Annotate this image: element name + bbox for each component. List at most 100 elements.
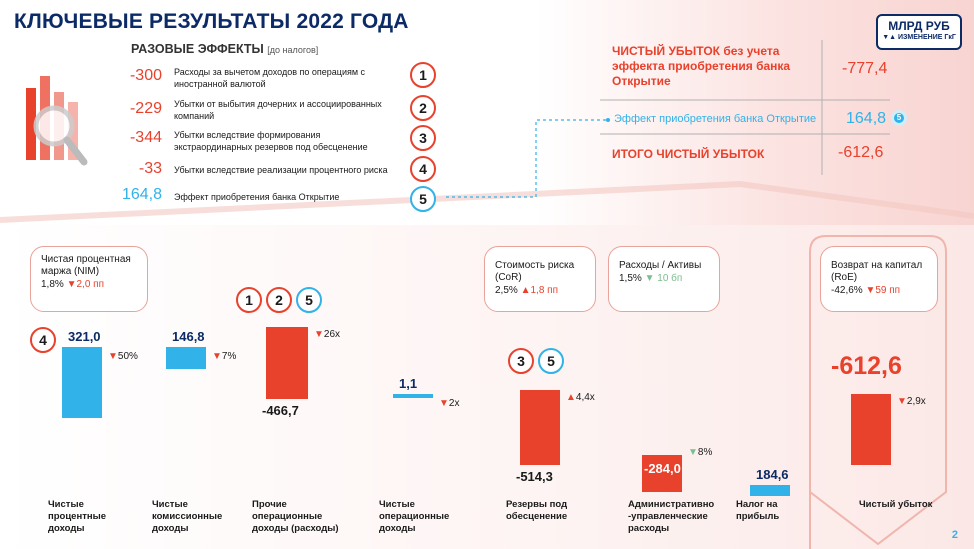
bar-value-label: 146,8 <box>172 329 205 344</box>
kpi-nim-name: Чистая процентная маржа (NIM) <box>41 254 131 277</box>
one-off-item: -300 Расходы за вычетом доходов по опера… <box>100 62 445 90</box>
effect-marker: 1 <box>236 287 262 313</box>
kpi-cor-box: Стоимость риска (CoR) 2,5% ▲1,8 пп <box>484 246 596 312</box>
chart-bar <box>851 394 891 466</box>
unit-label: МЛРД РУБ <box>888 19 950 33</box>
kpi-cti-name: Расходы / Активы <box>619 260 702 271</box>
kpi-roe-value: -42,6% <box>831 285 863 296</box>
one-off-text: Эффект приобретения банка Открытие <box>174 192 340 202</box>
effect-marker: 4 <box>410 156 436 182</box>
bar-change-label: ▲4,4x <box>566 392 595 403</box>
one-off-heading: РАЗОВЫЕ ЭФФЕКТЫ <box>131 42 264 56</box>
bar-change-value: 26x <box>323 329 341 340</box>
section-divider <box>0 180 974 223</box>
acquisition-effect-label: Эффект приобретения банка Открытие <box>614 113 817 125</box>
kpi-cor-name: Стоимость риска (CoR) <box>495 260 575 283</box>
unit-change-legend: ▼▲ ИЗМЕНЕНИЕ ГкГ <box>882 34 956 41</box>
one-off-title: РАЗОВЫЕ ЭФФЕКТЫ [до налогов] <box>131 42 318 56</box>
bar-value-label: 321,0 <box>68 329 101 344</box>
kpi-cor-change: ▲1,8 пп <box>520 285 558 296</box>
effect-marker: 1 <box>410 62 436 88</box>
bar-change-value: 2,9x <box>906 396 926 407</box>
category-label: Налог на прибыль <box>736 499 780 522</box>
category-label: Чистые операционные доходы <box>379 499 450 534</box>
net-loss-ex-label: ЧИСТЫЙ УБЫТОК без учета эффекта приобрет… <box>612 44 791 88</box>
magnifier-chart-icon <box>22 70 102 180</box>
bar-change-value: 4,4x <box>575 392 595 403</box>
kpi-cti-value-row: 1,5% ▼ 10 бп <box>619 273 709 285</box>
chart-bar <box>166 347 206 370</box>
total-net-loss-value: -612,6 <box>838 144 884 161</box>
bar-change-label: ▼7% <box>212 351 236 362</box>
net-loss-highlight <box>809 235 947 549</box>
bar-change-label: ▼26x <box>314 329 340 340</box>
bar-value-label: -612,6 <box>831 352 902 380</box>
chart-bar <box>266 327 308 400</box>
category-label: Прочие операционные доходы (расходы) <box>252 499 339 534</box>
kpi-nim-box: Чистая процентная маржа (NIM) 1,8% ▼2,0 … <box>30 246 148 312</box>
triangle-down-icon: ▼ <box>314 329 324 340</box>
chart-bar <box>642 455 682 492</box>
one-off-item: -33 Убытки вследствие реализации процент… <box>100 156 445 184</box>
bar-change-value: 50% <box>117 351 138 362</box>
bar-change-label: ▼50% <box>108 351 138 362</box>
kpi-nim-change: ▼2,0 пп <box>66 279 104 290</box>
effect-marker: 3 <box>508 348 534 374</box>
one-off-value: -344 <box>129 129 162 146</box>
kpi-nim-value-row: 1,8% ▼2,0 пп <box>41 279 137 291</box>
page-number: 2 <box>951 529 958 541</box>
one-off-value: -33 <box>138 160 162 177</box>
category-label: Чистый убыток <box>859 499 933 510</box>
kpi-roe-change: ▼59 пп <box>865 285 901 296</box>
bar-value-label: -514,3 <box>516 468 553 484</box>
effect-marker: 5 <box>891 110 907 126</box>
unit-badge: МЛРД РУБ ▼▲ ИЗМЕНЕНИЕ ГкГ <box>876 14 962 50</box>
one-off-text: Убытки вследствие формирования экстраорд… <box>174 130 368 152</box>
kpi-cti-change: ▼ 10 бп <box>644 273 683 284</box>
bar-change-label: ▼2x <box>439 398 459 409</box>
bar-change-value: 2x <box>448 398 460 409</box>
one-off-text: Расходы за вычетом доходов по операциям … <box>174 67 366 89</box>
effect-marker: 5 <box>410 186 436 212</box>
bar-value-label: -284,0 <box>644 461 681 476</box>
bar-change-label: ▼2,9x <box>897 396 926 407</box>
one-off-item: -344 Убытки вследствие формирования экст… <box>100 125 445 153</box>
bar-change-value: 8% <box>697 447 713 458</box>
triangle-down-icon: ▼ <box>212 351 222 362</box>
one-off-note: [до налогов] <box>267 45 319 55</box>
one-off-value: -300 <box>129 67 162 84</box>
effect-marker: 4 <box>30 327 56 353</box>
effect-marker: 5 <box>538 348 564 374</box>
kpi-cti-value: 1,5% <box>619 273 642 284</box>
chart-bar <box>62 347 102 418</box>
page-title: КЛЮЧЕВЫЕ РЕЗУЛЬТАТЫ 2022 ГОДА <box>14 10 409 33</box>
effect-marker: 5 <box>296 287 322 313</box>
net-loss-ex-value: -777,4 <box>842 60 888 77</box>
triangle-down-icon: ▼ <box>439 398 449 409</box>
category-label: Административно -управленческие расходы <box>628 499 715 534</box>
category-label: Чистые процентные доходы <box>48 499 106 534</box>
bar-value-label: 184,6 <box>756 467 789 482</box>
kpi-roe-name: Возврат на капитал (RoE) <box>831 260 923 283</box>
kpi-cor-value: 2,5% <box>495 285 518 296</box>
kpi-cor-value-row: 2,5% ▲1,8 пп <box>495 285 585 297</box>
one-off-item: 164,8 Эффект приобретения банка Открытие… <box>100 186 445 214</box>
kpi-cti-box: Расходы / Активы 1,5% ▼ 10 бп <box>608 246 720 312</box>
one-off-item: -229 Убытки от выбытия дочерних и ассоци… <box>100 94 445 122</box>
chart-bar <box>520 390 560 465</box>
total-net-loss-label: ИТОГО ЧИСТЫЙ УБЫТОК <box>612 147 765 161</box>
net-loss-grid <box>600 40 890 175</box>
kpi-roe-box: Возврат на капитал (RoE) -42,6% ▼59 пп <box>820 246 938 312</box>
effect-marker: 2 <box>410 95 436 121</box>
chart-bar <box>750 485 790 497</box>
triangle-down-icon: ▼ <box>688 447 698 458</box>
kpi-nim-value: 1,8% <box>41 279 64 290</box>
category-label: Резервы под обесценение <box>506 499 568 522</box>
acquisition-effect-value: 164,8 <box>846 110 887 127</box>
category-label: Чистые комиссионные доходы <box>152 499 223 534</box>
one-off-text: Убытки от выбытия дочерних и ассоциирова… <box>174 99 382 121</box>
bar-change-label: ▼8% <box>688 447 712 458</box>
triangle-down-icon: ▼ <box>897 396 907 407</box>
one-off-text: Убытки вследствие реализации процентного… <box>174 165 388 175</box>
kpi-roe-value-row: -42,6% ▼59 пп <box>831 285 927 297</box>
